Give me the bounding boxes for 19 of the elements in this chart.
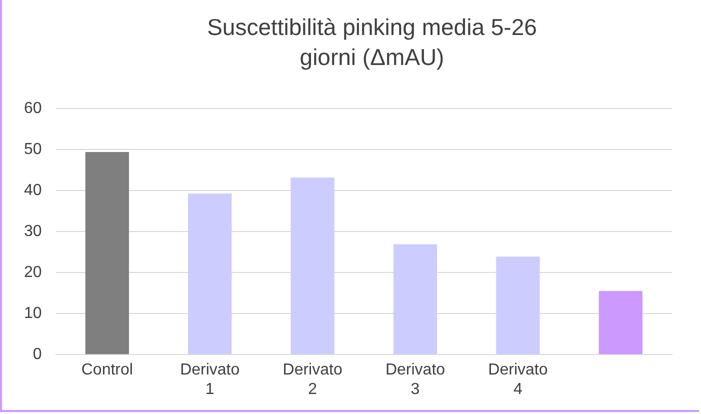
bar	[496, 256, 540, 354]
y-tick-label: 50	[24, 141, 42, 158]
bar	[290, 177, 334, 354]
x-tick-label: Derivato 1	[180, 362, 240, 398]
bar	[393, 244, 438, 354]
x-tick-label: Derivato 4	[488, 362, 548, 398]
bar	[598, 291, 642, 354]
y-tick-label: 0	[32, 346, 42, 364]
chart-title: Suscettibilità pinking media 5-26 giorni (ΔmAU)	[206, 13, 538, 72]
y-tick-label: 60	[24, 100, 42, 118]
y-tick-label: 10	[24, 305, 42, 322]
bar	[188, 193, 232, 354]
x-tick-label: Derivato 3	[385, 362, 446, 398]
y-tick-label: 40	[24, 182, 42, 200]
y-tick-label: 20	[24, 264, 42, 282]
y-tick-label: 30	[24, 223, 42, 240]
x-tick-label: Derivato 2	[282, 362, 342, 398]
x-tick-label: Control	[81, 362, 133, 379]
bar	[85, 152, 129, 354]
